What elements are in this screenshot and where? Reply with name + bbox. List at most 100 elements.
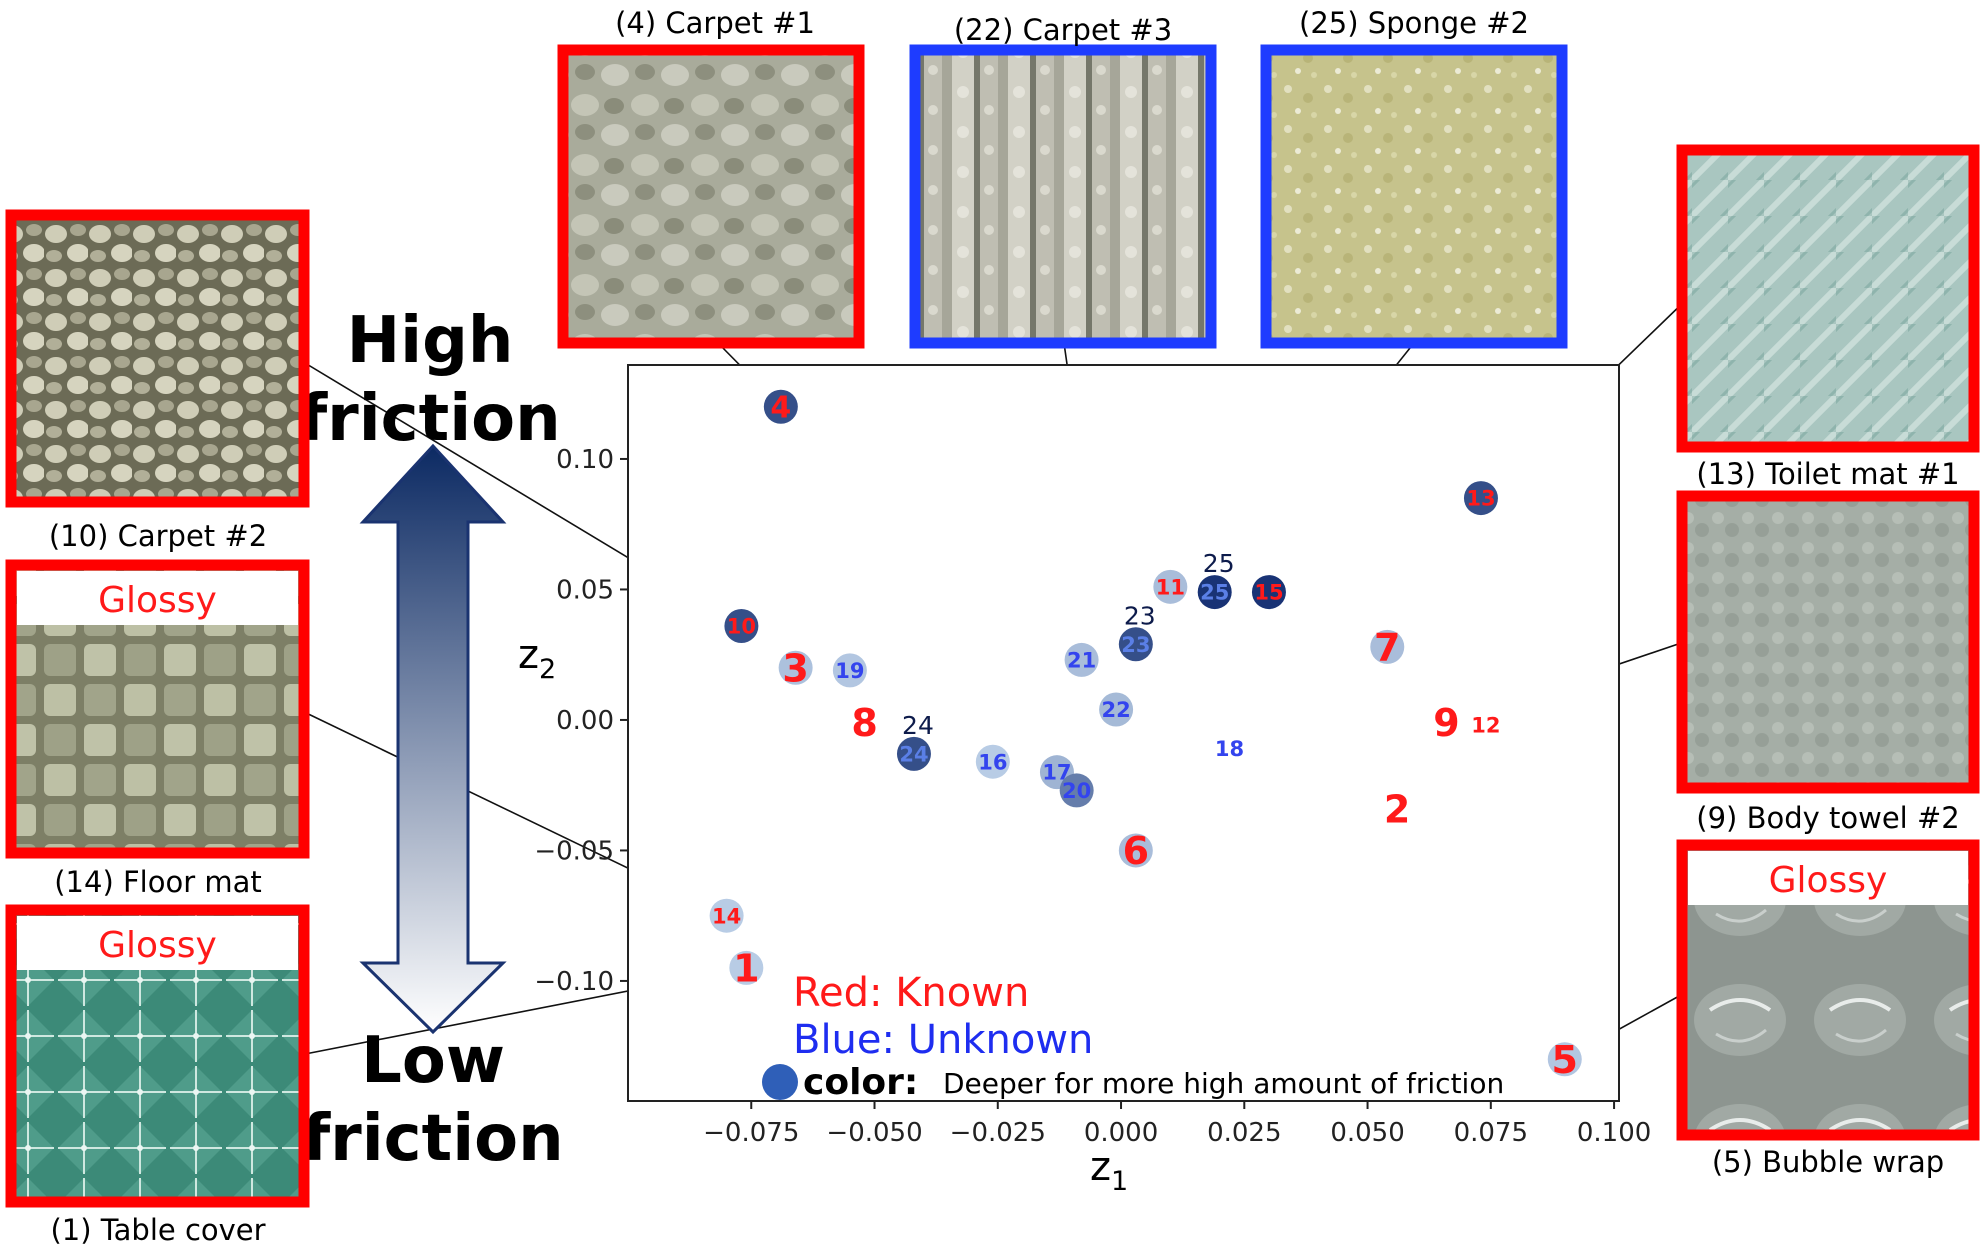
sample-bubble: Glossy (5) Bubble wrap [1676,839,1980,1179]
data-point-marker [1197,575,1232,610]
data-point-label: 6 [1123,829,1149,873]
sample-caption: (4) Carpet #1 [615,6,815,40]
sample-caption: (14) Floor mat [54,865,262,899]
data-point-marker [709,898,744,933]
data-point-label: 20 [1062,779,1091,803]
data-point-marker [729,950,764,985]
data-point-10: 10 [724,608,759,643]
data-point-label: 13 [1466,487,1495,511]
data-point-label: 18 [1215,737,1244,761]
data-point-outside-label: 24 [902,711,934,740]
data-point-label: 16 [978,750,1007,774]
sample-floormat: Glossy (14) Floor mat [5,559,310,899]
glossy-banner [1688,851,1968,905]
data-point-13: 13 [1463,481,1498,516]
data-point-14: 14 [709,898,744,933]
double-arrow [359,443,507,1035]
sample-caption: (9) Body towel #2 [1696,801,1959,835]
data-point-marker [1463,481,1498,516]
x-tick-label: 0.100 [1577,1118,1651,1148]
y-axis-label: z2 [518,632,556,685]
sample-image-towel [1676,490,1980,794]
data-point-1: 1 [729,947,764,991]
data-point-21: 21 [1064,642,1099,677]
data-point-15: 15 [1251,575,1286,610]
x-axis-label: z1 [1090,1144,1128,1197]
data-point-label: 14 [712,904,741,928]
sample-caption: (22) Carpet #3 [954,13,1172,47]
data-point-label: 21 [1067,648,1096,672]
sample-image-carpet1 [557,44,865,349]
data-point-label: 10 [727,615,756,639]
high-friction-line1: High [347,304,514,378]
sample-caption: (13) Toilet mat #1 [1696,457,1959,491]
data-point-marker [1251,575,1286,610]
y-tick-label: 0.10 [556,445,614,475]
data-point-marker [1118,833,1153,868]
legend: Red: Known Blue: Unknown color: Deeper f… [762,970,1504,1103]
data-point-marker [1059,773,1094,808]
data-point-22: 22 [1099,692,1134,727]
legend-unknown: Blue: Unknown [793,1017,1093,1063]
glossy-label: Glossy [1769,860,1888,901]
legend-color-swatch [762,1064,798,1100]
data-point-20: 20 [1059,773,1094,808]
data-point-outside-label: 25 [1203,549,1235,578]
data-point-4: 4 [763,389,798,426]
data-point-label: 5 [1552,1038,1578,1082]
data-point-label: 2 [1384,787,1410,831]
data-point-19: 19 [832,653,867,688]
data-point-3: 3 [778,646,813,690]
glossy-label: Glossy [98,925,217,966]
y-tick-label: 0.05 [556,575,614,605]
data-point-marker [724,608,759,643]
data-point-label: 8 [851,701,877,745]
data-point-label: 9 [1433,701,1459,745]
legend-color-description: Deeper for more high amount of friction [943,1067,1504,1100]
data-point-marker [1547,1042,1582,1077]
data-point-label: 19 [835,659,864,683]
data-point-marker [1099,692,1134,727]
texture-samples: (4) Carpet #1 (22) Carpet #3 (25) Sponge #… [5,6,1980,1244]
sample-image-toiletmat [1676,144,1980,453]
y-tick-label: −0.10 [534,967,614,997]
data-point-marker [778,650,813,685]
glossy-banner [17,916,298,970]
glossy-label: Glossy [98,580,217,621]
data-point-marker [763,389,798,424]
x-tick-label: −0.050 [826,1118,922,1148]
x-tick-label: −0.075 [703,1118,799,1148]
data-point-9: 9 [1433,701,1459,745]
data-point-7: 7 [1370,626,1405,670]
data-point-marker [1118,627,1153,662]
sample-caption: (10) Carpet #2 [49,519,267,553]
data-point-marker [896,736,931,771]
friction-arrow: High friction Low friction [299,304,563,1176]
low-friction-line1: Low [361,1024,505,1098]
x-axis-label-main: z [1090,1144,1111,1190]
sample-image-sponge [1260,44,1568,349]
y-axis-label-sub: 2 [539,654,556,685]
data-point-18: 18 [1215,737,1244,761]
sample-caption: (25) Sponge #2 [1299,6,1529,40]
x-tick-label: −0.025 [950,1118,1046,1148]
sample-carpet2: (10) Carpet #2 [5,209,310,553]
sample-caption: (5) Bubble wrap [1712,1145,1944,1179]
data-point-16: 16 [975,744,1010,779]
y-axis-label-main: z [518,632,539,678]
low-friction-line2: friction [302,1102,563,1176]
data-point-label: 23 [1121,633,1150,657]
data-point-marker [1370,629,1405,664]
plot-area: −0.075 −0.050 −0.025 0.000 0.025 0.050 0.075 0.… [534,364,1651,1148]
sample-image-carpet2 [5,209,310,508]
x-tick-label: 0.000 [1084,1118,1158,1148]
y-tick-label: −0.05 [534,836,614,866]
data-point-label: 22 [1101,698,1130,722]
x-tick-label: 0.025 [1207,1118,1281,1148]
legend-known: Red: Known [793,970,1029,1016]
data-point-label: 24 [899,742,928,766]
data-point-5: 5 [1547,1038,1582,1082]
